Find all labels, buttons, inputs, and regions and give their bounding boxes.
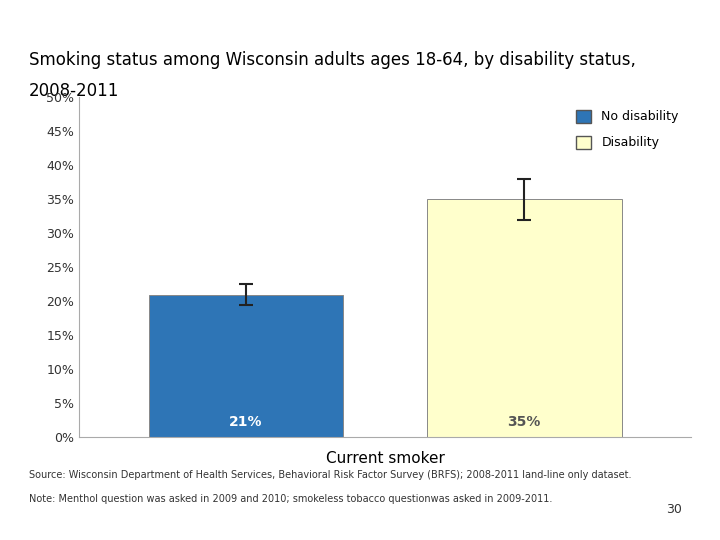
Legend: No disability, Disability: No disability, Disability (570, 104, 685, 156)
Text: 30: 30 (666, 503, 682, 516)
Text: 21%: 21% (230, 415, 263, 429)
Text: Tobacco use and exposure: Tobacco use and exposure (505, 11, 711, 24)
Text: Source: Wisconsin Department of Health Services, Behavioral Risk Factor Survey (: Source: Wisconsin Department of Health S… (29, 470, 631, 480)
Text: 2008-2011: 2008-2011 (29, 82, 120, 100)
Bar (149, 294, 343, 437)
Bar (427, 199, 621, 437)
Text: Note: Menthol question was asked in 2009 and 2010; smokeless tobacco questionwas: Note: Menthol question was asked in 2009… (29, 494, 552, 504)
Text: PEOPLE WITH DISABILITIES: PEOPLE WITH DISABILITIES (9, 11, 222, 24)
X-axis label: Current smoker: Current smoker (325, 451, 445, 466)
Text: 35%: 35% (508, 415, 541, 429)
Text: Smoking status among Wisconsin adults ages 18-64, by disability status,: Smoking status among Wisconsin adults ag… (29, 51, 636, 69)
